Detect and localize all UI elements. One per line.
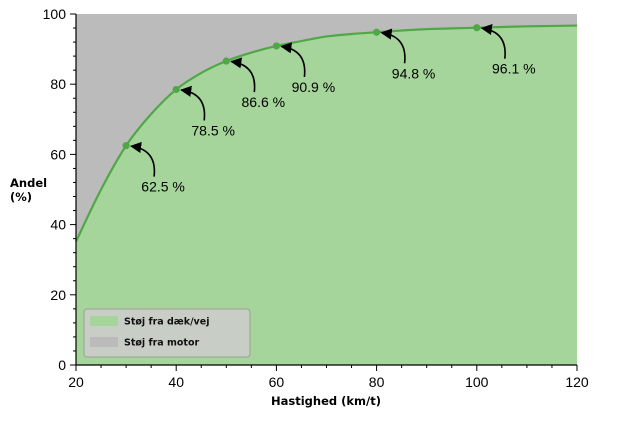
y-tick-label-20: 20 bbox=[50, 287, 66, 303]
y-axis-title-line1: Andel bbox=[10, 176, 47, 190]
annotation-arrow-100 bbox=[480, 23, 506, 59]
y-tick-label-0: 0 bbox=[58, 357, 66, 373]
x-tick-label-80: 80 bbox=[369, 374, 385, 390]
x-tick-label-40: 40 bbox=[168, 374, 184, 390]
annotation-label-80: 94.8 % bbox=[392, 65, 436, 81]
tire-road-noise-area bbox=[76, 25, 577, 366]
y-tick-label-40: 40 bbox=[50, 217, 66, 233]
annotation-label-100: 96.1 % bbox=[492, 61, 536, 77]
data-point-60 bbox=[272, 42, 280, 50]
axis-titles: Hastighed (km/t) Andel (%) bbox=[10, 176, 381, 408]
x-tick-label-100: 100 bbox=[465, 374, 489, 390]
annotation-arrow-80 bbox=[380, 28, 406, 64]
legend: Støj fra dæk/vej Støj fra motor bbox=[83, 308, 251, 358]
chart-areas bbox=[76, 25, 577, 366]
annotation-arrow-60 bbox=[280, 42, 306, 78]
data-point-100 bbox=[473, 24, 481, 32]
annotations: 62.5 % 78.5 % 86.6 % 90.9 % 94.8 % 96.1 % bbox=[129, 23, 536, 195]
x-tick-label-20: 20 bbox=[68, 374, 84, 390]
x-tick-label-60: 60 bbox=[269, 374, 285, 390]
y-tick-label-60: 60 bbox=[50, 146, 66, 162]
legend-swatch-0 bbox=[90, 316, 118, 326]
data-point-80 bbox=[373, 28, 381, 36]
annotation-label-40: 78.5 % bbox=[191, 122, 235, 138]
data-point-40 bbox=[172, 85, 180, 94]
x-tick-label-120: 120 bbox=[565, 374, 589, 390]
annotation-label-50: 86.6 % bbox=[242, 94, 286, 110]
annotation-label-60: 90.9 % bbox=[292, 79, 336, 95]
share-curve-line bbox=[75, 24, 578, 242]
legend-label-1: Støj fra motor bbox=[124, 338, 200, 349]
data-points bbox=[122, 24, 481, 150]
y-axis-title-line2: (%) bbox=[10, 190, 32, 204]
annotation-arrow-50 bbox=[230, 57, 256, 93]
legend-label-0: Støj fra dæk/vej bbox=[124, 317, 209, 328]
y-tick-label-80: 80 bbox=[50, 76, 66, 92]
chart-curve bbox=[75, 24, 578, 242]
data-point-30 bbox=[122, 142, 130, 150]
annotation-arrow-40 bbox=[180, 85, 206, 121]
legend-box bbox=[83, 308, 251, 358]
annotation-arrow-30 bbox=[129, 141, 156, 177]
y-tick-label-100: 100 bbox=[43, 6, 67, 22]
legend-swatch-1 bbox=[90, 337, 118, 347]
annotation-label-30: 62.5 % bbox=[141, 179, 185, 195]
data-point-50 bbox=[222, 57, 230, 65]
x-axis-title: Hastighed (km/t) bbox=[271, 394, 381, 408]
